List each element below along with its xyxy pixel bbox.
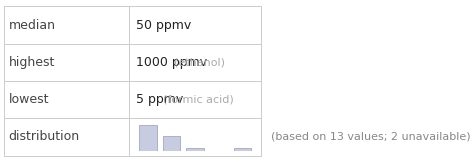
- Bar: [162, 136, 180, 151]
- Text: median: median: [9, 19, 56, 32]
- Bar: [4, 6, 261, 156]
- Bar: [139, 125, 156, 151]
- Bar: [186, 148, 204, 151]
- Text: 1000 ppmv: 1000 ppmv: [136, 56, 207, 69]
- Text: distribution: distribution: [9, 130, 79, 143]
- Text: (formic acid): (formic acid): [163, 95, 233, 105]
- Text: 50 ppmv: 50 ppmv: [136, 19, 191, 32]
- Bar: [233, 148, 251, 151]
- Text: (ethanol): (ethanol): [173, 57, 224, 67]
- Text: (based on 13 values; 2 unavailable): (based on 13 values; 2 unavailable): [270, 132, 470, 142]
- Text: highest: highest: [9, 56, 55, 69]
- Text: 5 ppmv: 5 ppmv: [136, 93, 183, 106]
- Text: lowest: lowest: [9, 93, 49, 106]
